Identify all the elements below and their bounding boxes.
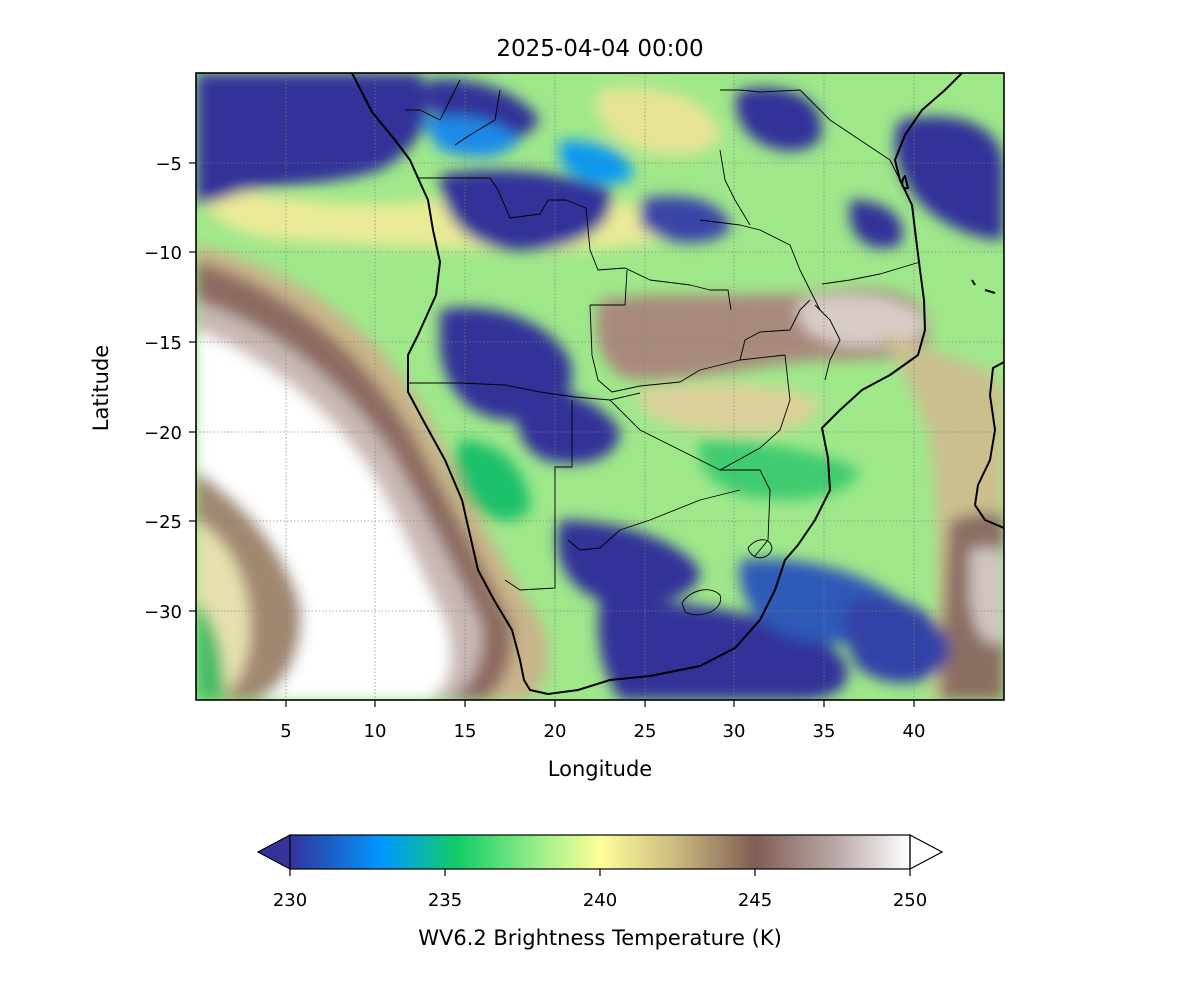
coastlines bbox=[351, 73, 1004, 695]
y-tick-label: −30 bbox=[144, 602, 182, 623]
y-tick-label: −5 bbox=[155, 154, 182, 175]
colorbar-extend-low bbox=[256, 834, 291, 870]
x-axis-label: Longitude bbox=[548, 757, 652, 781]
map-gridlines bbox=[196, 73, 1004, 700]
x-tick-label: 30 bbox=[723, 721, 746, 742]
x-tick-label: 20 bbox=[544, 721, 567, 742]
y-tick-label: −10 bbox=[144, 243, 182, 264]
y-axis-label: Latitude bbox=[89, 345, 113, 431]
x-tick-label: 10 bbox=[364, 721, 387, 742]
x-tick-label: 35 bbox=[813, 721, 836, 742]
country-borders bbox=[405, 79, 921, 616]
colorbar-tick-label: 235 bbox=[428, 890, 462, 911]
x-tick-label: 5 bbox=[280, 721, 291, 742]
map-title: 2025-04-04 00:00 bbox=[496, 36, 703, 62]
colorbar-tick-label: 250 bbox=[893, 890, 927, 911]
x-axis bbox=[285, 700, 915, 707]
x-tick-label: 40 bbox=[903, 721, 926, 742]
y-axis bbox=[189, 162, 196, 612]
y-tick-label: −20 bbox=[144, 423, 182, 444]
colorbar-extend-high bbox=[909, 834, 944, 870]
colorbar-tick-label: 245 bbox=[738, 890, 772, 911]
map-frame bbox=[195, 72, 1005, 701]
y-tick-labels: −5 −10 −15 −20 −25 −30 bbox=[144, 154, 182, 623]
map-panel bbox=[196, 73, 1004, 700]
colorbar-tick-label: 230 bbox=[273, 890, 307, 911]
colorbar-label: WV6.2 Brightness Temperature (K) bbox=[418, 926, 782, 950]
x-tick-label: 25 bbox=[634, 721, 657, 742]
brightness-temperature-field bbox=[196, 73, 1004, 700]
colorbar-gradient bbox=[290, 835, 910, 869]
colorbar: 230 235 240 245 250 WV6.2 Brightness Tem… bbox=[256, 834, 944, 950]
x-tick-label: 15 bbox=[454, 721, 477, 742]
y-tick-label: −25 bbox=[144, 512, 182, 533]
x-tick-labels: 5 10 15 20 25 30 35 40 bbox=[280, 721, 925, 742]
y-tick-label: −15 bbox=[144, 333, 182, 354]
colorbar-tick-label: 240 bbox=[583, 890, 617, 911]
